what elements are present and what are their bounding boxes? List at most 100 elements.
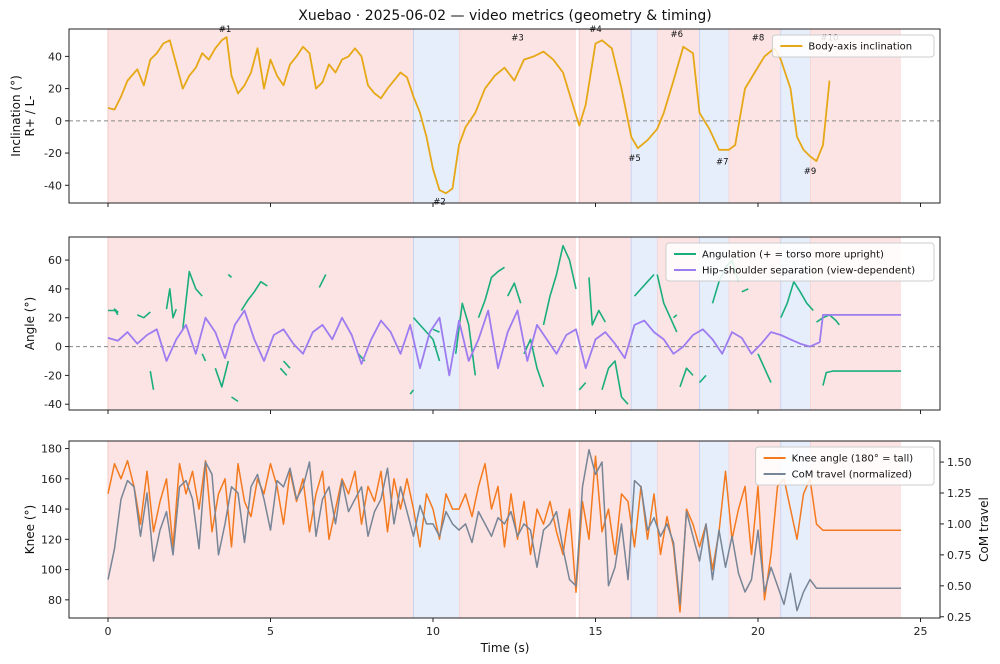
panel-2: -40 -20 0 20 40 60 Angle (°) Angulation (+ = to… (23, 236, 941, 414)
shade-span-pink (728, 29, 781, 203)
series-line-1-segment (542, 244, 577, 326)
y-tick-label: 140 (41, 503, 62, 516)
series-line-1-segment (279, 367, 288, 376)
x-tick-label: 5 (267, 625, 274, 638)
y2-axis-label: CoM travel (977, 497, 991, 562)
shade-span-blue (631, 29, 658, 203)
legend-entry: Angulation (+ = torso more upright) (702, 250, 884, 261)
legend-entry: Knee angle (180° = tall) (792, 454, 914, 465)
series-line-1-segment (672, 314, 678, 319)
series-line-1-segment (780, 280, 814, 319)
legend-entry: Body-axis inclination (808, 42, 912, 53)
y-tick-label: 0 (55, 115, 62, 128)
y-axis-label: Angle (°) (23, 297, 37, 350)
series-line-1-segment (578, 382, 587, 391)
y2-tick-label: 0.25 (947, 611, 972, 624)
series-line-1-segment (698, 374, 707, 384)
y2-tick-label: 0.50 (947, 580, 972, 593)
series-line-1-segment (741, 288, 749, 293)
shade-span-pink (459, 29, 576, 203)
series-line-1-segment (165, 288, 178, 319)
plot-frame (68, 440, 941, 619)
chart-title: Xuebao · 2025-06-02 — video metrics (geo… (298, 8, 712, 24)
series-line-1 (107, 455, 901, 613)
y-tick-label: 120 (41, 533, 62, 546)
series-line-1-segment (227, 273, 233, 278)
x-axis-label: Time (s) (480, 641, 530, 655)
y-tick-label: 40 (48, 50, 62, 63)
y-tick-label: 80 (48, 594, 62, 607)
peak-annotation: #6 (670, 30, 683, 40)
panel-3: 801001201401601800.250.500.751.001.251.5… (23, 440, 991, 638)
shade-span-pink (459, 441, 576, 618)
x-tick-label: 15 (589, 625, 603, 638)
series-line-1-segment (506, 282, 522, 304)
shade-span-blue (699, 29, 729, 203)
series-line-1-segment (679, 367, 694, 388)
y-axis-label: Inclination (°) (9, 75, 23, 157)
peak-annotation: #3 (511, 33, 524, 43)
legend: Angulation (+ = torso more upright) Hip–s… (665, 242, 935, 282)
plot-frame (68, 236, 941, 411)
legend-entry: CoM travel (normalized) (792, 470, 913, 481)
x-tick-label: 10 (426, 625, 440, 638)
series-line-1-segment (523, 338, 545, 388)
series-line-1-segment (149, 370, 155, 390)
peak-annotation: #1 (219, 25, 232, 35)
shade-span-blue (631, 441, 658, 618)
y-axis-label-secondary: R+ / L- (23, 96, 37, 137)
series-line-1-segment (454, 302, 477, 376)
shade-span-blue (780, 29, 810, 203)
x-tick-label: 25 (914, 625, 928, 638)
series-line-1-segment (136, 311, 151, 319)
series-line-1-segment (409, 389, 415, 395)
series-line-1-segment (588, 277, 606, 326)
series-line-1-segment (412, 317, 441, 362)
legend: Knee angle (180° = tall) CoM travel (norm… (755, 446, 935, 486)
series-line-1-segment (282, 360, 291, 369)
y-tick-label: 20 (48, 83, 62, 96)
series-line-2 (107, 448, 901, 612)
series-line-1-segment (633, 273, 655, 297)
y-tick-label: -20 (44, 147, 62, 160)
shade-span-pink (579, 29, 632, 203)
legend-box (771, 34, 935, 58)
y-tick-label: 20 (48, 312, 62, 325)
y-axis-label: Knee (°) (23, 505, 37, 554)
plot-frame (68, 28, 941, 204)
series-line-1-segment (231, 396, 239, 403)
y2-tick-label: 0.75 (947, 549, 972, 562)
series-line-1-segment (656, 274, 678, 333)
y2-tick-label: 1.25 (947, 487, 972, 500)
shade-span-pink (579, 237, 632, 410)
series-line-1-segment (477, 266, 505, 318)
series-group (107, 36, 831, 195)
series-group (107, 448, 901, 613)
legend-entry: Hip–shoulder separation (view-dependent) (702, 266, 915, 277)
y-tick-label: -20 (44, 369, 62, 382)
x-tick-label: 0 (105, 625, 112, 638)
series-line-1-segment (432, 328, 440, 333)
y2-tick-label: 1.50 (947, 456, 972, 469)
series-line-1-segment (757, 353, 772, 383)
series-line-1-segment (240, 280, 268, 311)
x-tick-label: 20 (751, 625, 765, 638)
shade-span-pink (459, 237, 576, 410)
y-tick-label: 160 (41, 473, 62, 486)
series-line-1-segment (108, 308, 119, 316)
legend-box (755, 446, 935, 486)
series-line-1-segment (182, 270, 203, 330)
series-line-1-segment (318, 274, 327, 288)
legend-box (665, 242, 935, 282)
y-tick-label: 40 (48, 283, 62, 296)
series-line-1-segment (822, 370, 901, 386)
panel-1: #1#2#3#4#5#6#7#8#9#10-40-2002040Inclinat… (9, 25, 941, 208)
series-line-1 (107, 36, 831, 195)
peak-annotation: #5 (628, 154, 641, 164)
legend: Body-axis inclination (771, 34, 935, 58)
y-tick-label: 60 (48, 254, 62, 267)
shade-span-pink (657, 29, 700, 203)
peak-annotation: #4 (589, 25, 602, 35)
y-tick-label: 0 (55, 341, 62, 354)
